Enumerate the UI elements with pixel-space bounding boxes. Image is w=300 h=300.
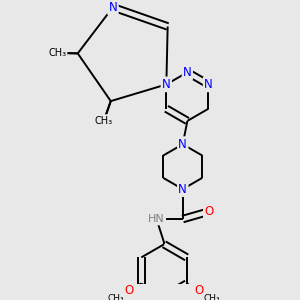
- Text: N: N: [178, 138, 187, 151]
- Text: CH₃: CH₃: [95, 116, 113, 125]
- Text: O: O: [204, 205, 214, 218]
- Text: N: N: [109, 1, 117, 14]
- Text: CH₃: CH₃: [203, 294, 220, 300]
- Text: HN: HN: [148, 214, 165, 224]
- Text: N: N: [204, 78, 213, 91]
- Text: N: N: [204, 78, 213, 91]
- Text: O: O: [194, 284, 203, 297]
- Text: N: N: [183, 66, 192, 79]
- Text: N: N: [178, 138, 187, 151]
- Text: CH₃: CH₃: [48, 48, 66, 58]
- Text: N: N: [178, 183, 187, 196]
- Text: O: O: [124, 284, 134, 297]
- Text: O: O: [204, 205, 214, 218]
- Text: N: N: [109, 1, 117, 14]
- Text: HN: HN: [148, 214, 165, 224]
- Text: N: N: [183, 66, 192, 79]
- Text: CH₃: CH₃: [108, 294, 124, 300]
- Text: O: O: [124, 284, 134, 297]
- Text: O: O: [194, 284, 203, 297]
- Text: N: N: [162, 78, 171, 91]
- Text: N: N: [178, 183, 187, 196]
- Text: CH₃: CH₃: [48, 48, 66, 58]
- Text: CH₃: CH₃: [95, 116, 113, 125]
- Text: CH₃: CH₃: [108, 294, 124, 300]
- Text: CH₃: CH₃: [203, 294, 220, 300]
- Text: N: N: [162, 78, 171, 91]
